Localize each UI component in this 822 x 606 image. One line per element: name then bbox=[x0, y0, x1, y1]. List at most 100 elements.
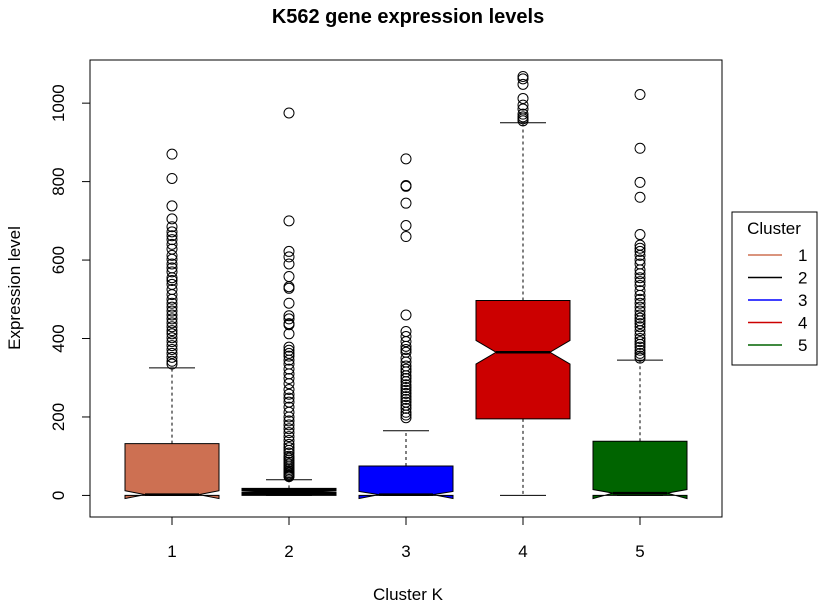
outlier-point bbox=[166, 305, 178, 317]
x-axis: 1 2 3 4 5 bbox=[167, 517, 645, 561]
outlier-point bbox=[166, 336, 178, 348]
outlier-point bbox=[634, 268, 646, 280]
outlier-point bbox=[634, 242, 646, 254]
box-body bbox=[124, 443, 220, 500]
outlier-point bbox=[166, 355, 178, 367]
outlier-point bbox=[634, 176, 646, 188]
outlier-point bbox=[166, 358, 178, 370]
outlier-point bbox=[283, 347, 295, 359]
outlier-point bbox=[634, 347, 646, 359]
outlier-point bbox=[400, 384, 412, 396]
outlier-point bbox=[517, 99, 529, 111]
outlier-point bbox=[283, 442, 295, 454]
outlier-point bbox=[166, 238, 178, 250]
legend-entries: 1 2 3 4 5 bbox=[748, 246, 807, 355]
legend-label: 5 bbox=[798, 336, 807, 355]
chart-title: K562 gene expression levels bbox=[272, 6, 544, 28]
outlier-point bbox=[166, 317, 178, 329]
outlier-point bbox=[634, 341, 646, 353]
outlier-point bbox=[634, 272, 646, 284]
outlier-point bbox=[634, 249, 646, 261]
outlier-point bbox=[283, 354, 295, 366]
outlier-point bbox=[283, 419, 295, 431]
box-body bbox=[358, 465, 454, 500]
outlier-point bbox=[400, 376, 412, 388]
outlier-point bbox=[166, 266, 178, 278]
box-body bbox=[592, 440, 688, 500]
y-axis-label: Expression level bbox=[5, 226, 24, 350]
outlier-point bbox=[634, 336, 646, 348]
outlier-point bbox=[283, 363, 295, 375]
outlier-point bbox=[283, 107, 295, 119]
outlier-point bbox=[166, 321, 178, 333]
outlier-point bbox=[400, 409, 412, 421]
outlier-point bbox=[283, 438, 295, 450]
outlier-point bbox=[400, 363, 412, 375]
legend-entry-1: 1 bbox=[748, 246, 807, 265]
outlier-point bbox=[400, 393, 412, 405]
outlier-point bbox=[400, 340, 412, 352]
outlier-point bbox=[166, 258, 178, 270]
outlier-point bbox=[166, 289, 178, 301]
y-tick-label: 800 bbox=[49, 167, 68, 195]
outlier-point bbox=[166, 351, 178, 363]
outlier-point bbox=[634, 325, 646, 337]
outlier-point bbox=[166, 313, 178, 325]
outlier-point bbox=[400, 373, 412, 385]
outlier-point bbox=[166, 200, 178, 212]
outlier-point bbox=[400, 346, 412, 358]
outlier-point bbox=[400, 231, 412, 243]
outlier-point bbox=[634, 338, 646, 350]
outlier-point bbox=[283, 245, 295, 257]
outlier-point bbox=[634, 315, 646, 327]
y-tick-label: 1000 bbox=[49, 84, 68, 122]
y-tick-label: 600 bbox=[49, 246, 68, 274]
box-body bbox=[475, 299, 571, 420]
outlier-point bbox=[166, 293, 178, 305]
outlier-point bbox=[400, 180, 412, 192]
outlier-point bbox=[166, 297, 178, 309]
outlier-point bbox=[634, 301, 646, 313]
outlier-point bbox=[283, 392, 295, 404]
outlier-point bbox=[283, 313, 295, 325]
outlier-point bbox=[166, 234, 178, 246]
outlier-point bbox=[400, 220, 412, 232]
outlier-point bbox=[517, 73, 529, 85]
outlier-point bbox=[400, 309, 412, 321]
outlier-point bbox=[166, 148, 178, 160]
outlier-point bbox=[517, 78, 529, 90]
outlier-point bbox=[634, 191, 646, 203]
outlier-point bbox=[517, 70, 529, 82]
outlier-point bbox=[400, 370, 412, 382]
y-tick-label: 200 bbox=[49, 403, 68, 431]
legend-entry-2: 2 bbox=[748, 269, 807, 288]
legend-title: Cluster bbox=[747, 219, 801, 238]
legend-entry-4: 4 bbox=[748, 314, 807, 333]
outlier-point bbox=[400, 387, 412, 399]
outlier-point bbox=[166, 213, 178, 225]
outlier-point bbox=[283, 350, 295, 362]
outlier-point bbox=[400, 412, 412, 424]
outlier-point bbox=[166, 272, 178, 284]
outlier-point bbox=[166, 226, 178, 238]
outlier-point bbox=[400, 197, 412, 209]
outlier-point bbox=[634, 309, 646, 321]
outlier-point bbox=[283, 319, 295, 331]
outlier-point bbox=[634, 229, 646, 241]
legend: Cluster 1 2 3 4 5 bbox=[731, 211, 818, 366]
outlier-point bbox=[166, 172, 178, 184]
outlier-point bbox=[283, 444, 295, 456]
outlier-point bbox=[166, 340, 178, 352]
legend-entry-5: 5 bbox=[748, 336, 807, 355]
outlier-point bbox=[283, 373, 295, 385]
outlier-point bbox=[283, 423, 295, 435]
outlier-point bbox=[634, 264, 646, 276]
x-tick-label: 3 bbox=[401, 542, 410, 561]
outlier-point bbox=[634, 318, 646, 330]
outlier-point bbox=[166, 221, 178, 233]
x-tick-label: 1 bbox=[167, 542, 176, 561]
outlier-point bbox=[166, 347, 178, 359]
outlier-point bbox=[634, 289, 646, 301]
outlier-point bbox=[166, 230, 178, 242]
outlier-point bbox=[283, 388, 295, 400]
